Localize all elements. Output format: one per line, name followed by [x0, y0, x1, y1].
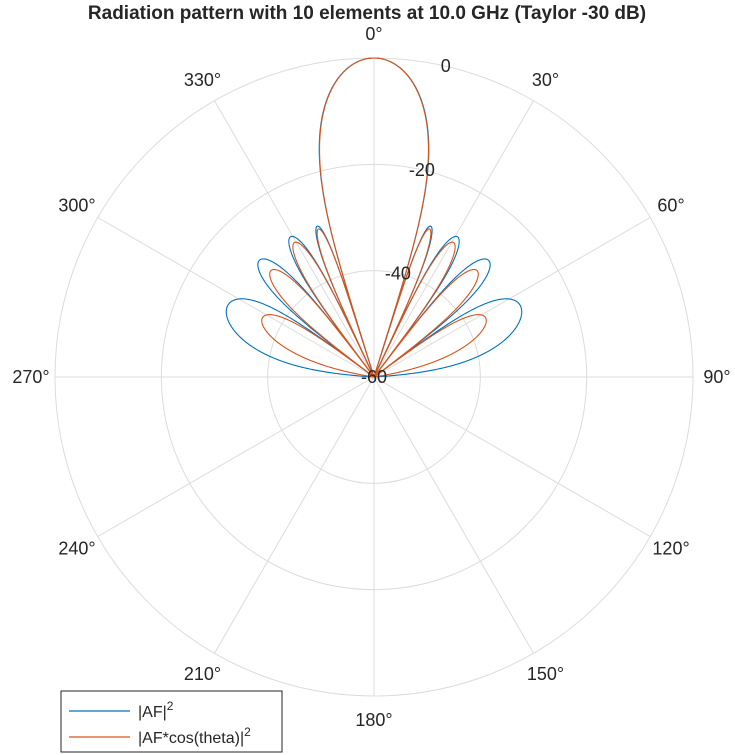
legend: |AF|2|AF*cos(theta)|2: [60, 690, 283, 753]
angle-label-5: 150°: [527, 664, 564, 684]
angle-label-3: 90°: [703, 367, 730, 387]
angle-label-6: 180°: [355, 710, 392, 730]
legend-entry-0: |AF|2: [138, 699, 174, 721]
grid-spoke-1: [373, 100, 534, 378]
legend-entry-superscript-0: 2: [167, 699, 174, 713]
pattern-curves: [225, 57, 523, 378]
angle-label-11: 330°: [184, 70, 221, 90]
legend-entry-name-1: |AF*cos(theta)|: [138, 730, 244, 747]
angle-label-0: 0°: [365, 24, 382, 44]
series-line-1: [261, 57, 487, 378]
grid-spoke-10: [97, 217, 375, 378]
radius-label-0: 0: [441, 56, 451, 76]
grid-spoke-2: [373, 217, 651, 378]
angle-label-7: 210°: [184, 664, 221, 684]
angle-label-9: 270°: [12, 367, 49, 387]
polar-grid: [54, 57, 694, 697]
angle-label-4: 120°: [652, 539, 689, 559]
legend-box: [60, 690, 283, 753]
chart-title: Radiation pattern with 10 elements at 10…: [88, 3, 646, 24]
radius-tick-labels: 0 -20 -40 -60: [361, 56, 451, 387]
grid-spoke-7: [214, 376, 375, 654]
angle-label-8: 240°: [58, 539, 95, 559]
radius-label-2: -40: [385, 263, 411, 283]
radius-label-1: -20: [409, 160, 435, 180]
angle-label-2: 60°: [657, 196, 684, 216]
angle-label-1: 30°: [532, 70, 559, 90]
grid-spoke-11: [214, 100, 375, 378]
angle-tick-labels: 0° 30° 60° 90° 120° 150° 180° 210° 240° 270° 300° 3…: [12, 24, 730, 730]
grid-spoke-5: [373, 376, 534, 654]
radius-label-3: -60: [361, 367, 387, 387]
grid-spoke-4: [373, 376, 651, 537]
legend-entry-1: |AF*cos(theta)|2: [138, 725, 251, 747]
grid-spoke-8: [97, 376, 375, 537]
angle-label-10: 300°: [58, 196, 95, 216]
legend-entry-superscript-1: 2: [244, 725, 251, 739]
legend-entry-name-0: |AF|: [138, 704, 167, 721]
